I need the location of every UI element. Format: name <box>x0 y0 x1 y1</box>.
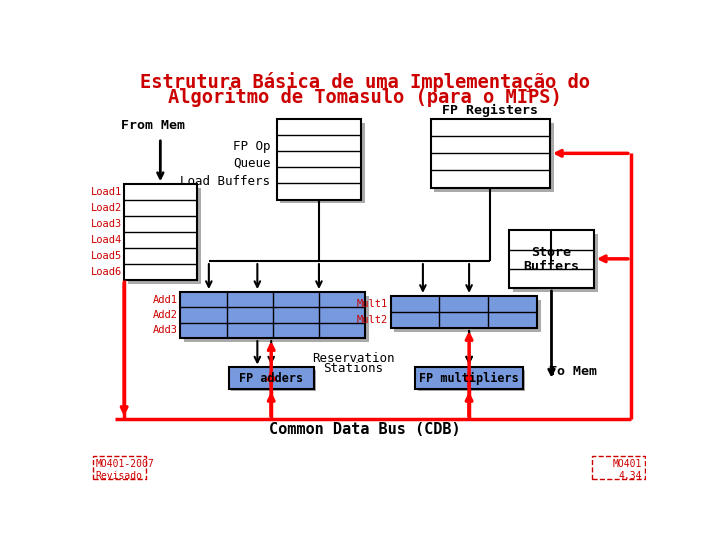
Bar <box>229 367 314 389</box>
Text: Add3: Add3 <box>153 326 178 335</box>
Text: Add2: Add2 <box>153 310 178 320</box>
Text: Estrutura Básica de uma Implementação do: Estrutura Básica de uma Implementação do <box>140 72 590 92</box>
Text: Load Buffers: Load Buffers <box>181 176 271 188</box>
Bar <box>94 456 145 479</box>
Text: MO401
4.34: MO401 4.34 <box>613 459 642 481</box>
Bar <box>184 296 369 342</box>
Bar <box>415 367 523 389</box>
Bar <box>231 370 316 392</box>
Bar <box>180 292 365 338</box>
Bar <box>418 370 526 392</box>
Bar <box>434 123 554 192</box>
Text: Add1: Add1 <box>153 295 178 305</box>
Bar <box>124 184 197 280</box>
Text: Algoritmo de Tomasulo (para o MIPS): Algoritmo de Tomasulo (para o MIPS) <box>168 87 562 107</box>
Text: From Mem: From Mem <box>122 119 186 132</box>
Text: Load3: Load3 <box>91 219 122 230</box>
Bar <box>513 234 598 292</box>
Text: Load5: Load5 <box>91 251 122 261</box>
Bar <box>395 300 541 332</box>
Text: Reservation: Reservation <box>312 352 395 365</box>
Text: MO401-2007
Revisado: MO401-2007 Revisado <box>96 459 154 481</box>
Bar <box>509 231 594 288</box>
Text: Store: Store <box>531 246 572 259</box>
Text: Common Data Bus (CDB): Common Data Bus (CDB) <box>269 422 461 436</box>
Bar <box>593 456 644 479</box>
Bar <box>128 188 201 284</box>
Text: Load6: Load6 <box>91 267 122 278</box>
Bar <box>431 119 550 188</box>
Bar <box>281 123 365 204</box>
Text: Queue: Queue <box>233 157 271 170</box>
Text: Load1: Load1 <box>91 187 122 197</box>
Text: FP adders: FP adders <box>239 372 303 384</box>
Text: Buffers: Buffers <box>523 260 580 273</box>
Text: Load2: Load2 <box>91 203 122 213</box>
Text: FP Registers: FP Registers <box>442 104 538 117</box>
Bar <box>390 296 537 328</box>
Text: FP Op: FP Op <box>233 140 271 153</box>
Text: Stations: Stations <box>323 362 384 375</box>
Text: Mult1: Mult1 <box>357 299 388 309</box>
Text: Mult2: Mult2 <box>357 315 388 325</box>
Text: FP multipliers: FP multipliers <box>419 372 519 384</box>
Text: To Mem: To Mem <box>549 364 597 378</box>
Bar <box>276 119 361 200</box>
Text: Load4: Load4 <box>91 235 122 245</box>
